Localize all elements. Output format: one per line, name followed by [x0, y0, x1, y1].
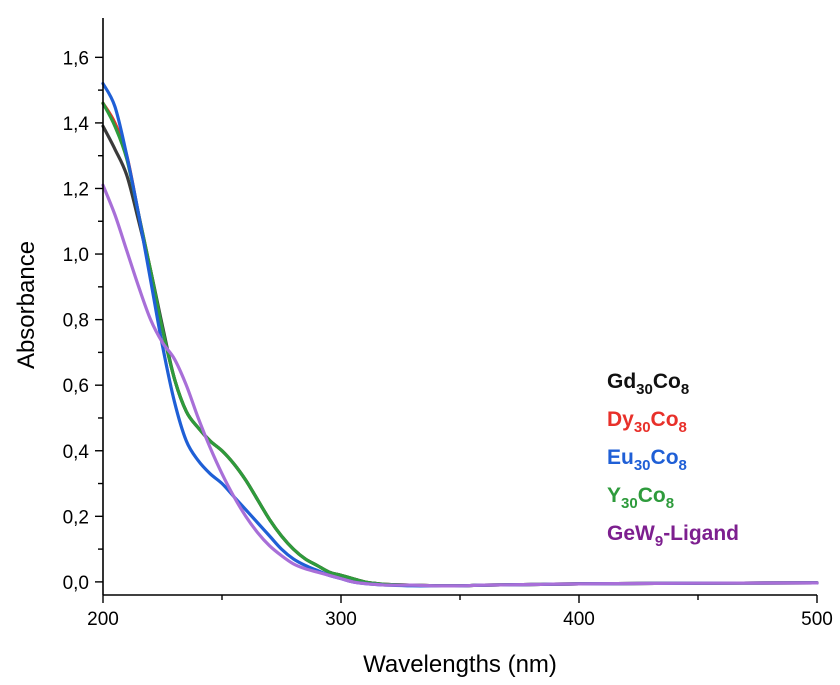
- y-tick-label: 0,6: [63, 376, 89, 397]
- legend-entry-dy30co8: Dy30Co8: [607, 408, 687, 436]
- labels-layer: 200 300 400 500 0,0 0,2 0,4 0,6 0,8 1,0 1,2 1,4 1,6: [63, 48, 833, 630]
- series-layer: [101, 81, 819, 588]
- legend-entry-y30co8: Y30Co8: [607, 484, 674, 512]
- legend-entry-gew9-ligand: GeW9-Ligand: [607, 522, 739, 550]
- x-axis-title: Wavelengths (nm): [363, 651, 557, 678]
- y-tick-label: 1,2: [63, 179, 89, 200]
- y-tick-label: 1,4: [63, 114, 90, 135]
- y-axis-title: Absorbance: [13, 241, 40, 369]
- y-tick-label: 1,6: [63, 48, 89, 69]
- legend-entry-gd30co8: Gd30Co8: [607, 370, 689, 398]
- axes-layer: [95, 18, 818, 603]
- y-tick-label: 0,4: [63, 442, 90, 463]
- x-tick-label: 400: [563, 609, 595, 630]
- series-line-gew9-ligand: [101, 183, 819, 588]
- y-tick-label: 0,8: [63, 311, 89, 332]
- y-tick-label: 1,0: [63, 245, 89, 266]
- y-tick-label: 0,0: [63, 573, 89, 594]
- x-tick-label: 300: [325, 609, 357, 630]
- series-line-dy30co8: [101, 101, 819, 588]
- legend: Gd30Co8 Dy30Co8 Eu30Co8 Y30Co8 GeW9-Ligand: [607, 370, 739, 550]
- x-tick-label: 500: [801, 609, 833, 630]
- series-line-y30co8: [101, 101, 819, 588]
- x-tick-label: 200: [87, 609, 119, 630]
- series-line-gd30co8: [101, 124, 819, 588]
- y-tick-label: 0,2: [63, 507, 89, 528]
- series-line-eu30co8: [101, 81, 819, 588]
- legend-entry-eu30co8: Eu30Co8: [607, 446, 687, 474]
